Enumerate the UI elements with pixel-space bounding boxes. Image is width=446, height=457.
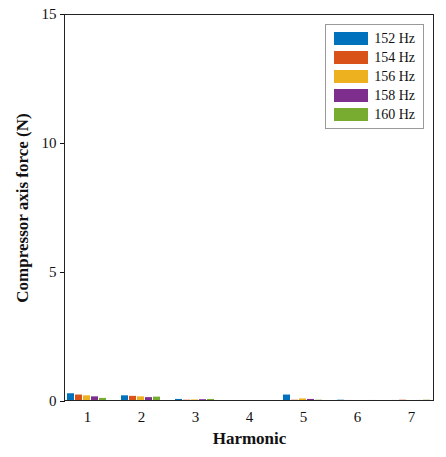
svg-text:3: 3 xyxy=(192,409,200,425)
svg-text:7: 7 xyxy=(408,409,416,425)
svg-text:2: 2 xyxy=(138,409,146,425)
svg-text:5: 5 xyxy=(300,409,308,425)
svg-text:5: 5 xyxy=(49,264,57,280)
html-text:154 Hz: 154 Hz xyxy=(374,49,415,65)
svg-text:Compressor axis force (N): Compressor axis force (N) xyxy=(13,113,32,302)
html-text:158 Hz: 158 Hz xyxy=(374,87,415,103)
svg-text:10: 10 xyxy=(42,135,57,151)
svg-text:1: 1 xyxy=(84,409,92,425)
svg-text:6: 6 xyxy=(354,409,362,425)
html-text:160 Hz: 160 Hz xyxy=(374,106,415,122)
svg-text:Harmonic: Harmonic xyxy=(213,429,287,448)
html-text:156 Hz: 156 Hz xyxy=(374,68,415,84)
svg-text:4: 4 xyxy=(246,409,254,425)
svg-text:15: 15 xyxy=(42,6,57,22)
html-text:152 Hz: 152 Hz xyxy=(374,30,415,46)
svg-text:0: 0 xyxy=(49,393,57,409)
